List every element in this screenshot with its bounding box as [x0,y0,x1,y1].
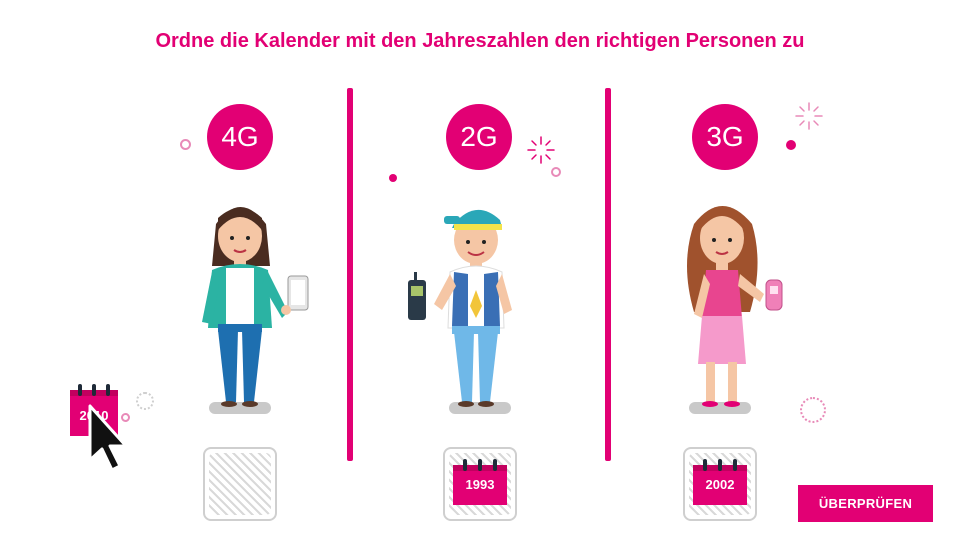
decor-ring [551,167,561,177]
column-divider [347,88,353,461]
calendar-icon [453,465,507,505]
calendar-icon [693,465,747,505]
calendar-dropzone-4g[interactable] [203,447,277,521]
empty-slot-hatch [209,453,271,515]
calendar-ring [733,459,737,471]
decor-ring [180,139,191,150]
calendar-ring [703,459,707,471]
badge-4g: 4G [207,104,273,170]
decor-ring [136,392,154,410]
decor-dot [786,140,796,150]
decor-dot [389,174,397,182]
calendar-ring [478,459,482,471]
sparkle-icon [795,102,823,130]
boy-brickphone-figure [408,209,512,407]
calendar-ring [106,384,110,396]
decor-ring [800,397,826,423]
girl-flipphone-figure [687,206,783,407]
woman-smartphone-figure [202,207,309,407]
calendar-year: 1993 [465,477,495,492]
sparkle-icon [527,136,555,164]
calendar-card-1993[interactable]: 1993 [453,459,507,505]
column-divider [605,88,611,461]
calendar-year: 2002 [705,477,735,492]
calendar-ring [493,459,497,471]
calendar-card-2002[interactable]: 2002 [693,459,747,505]
badge-3g: 3G [692,104,758,170]
calendar-ring [92,384,96,396]
badge-2g: 2G [446,104,512,170]
calendar-dropzone-2g[interactable]: 1993 [443,447,517,521]
decor-ring [121,413,130,422]
check-button[interactable]: ÜBERPRÜFEN [798,485,933,522]
instruction-title: Ordne die Kalender mit den Jahreszahlen … [155,30,805,52]
calendar-ring [463,459,467,471]
calendar-ring [718,459,722,471]
cursor-icon [88,404,128,472]
calendar-ring [78,384,82,396]
calendar-dropzone-3g[interactable]: 2002 [683,447,757,521]
